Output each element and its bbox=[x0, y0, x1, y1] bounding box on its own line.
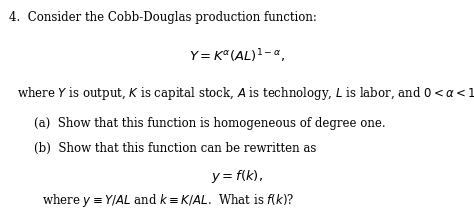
Text: where $y \equiv Y/AL$ and $k \equiv K/AL$.  What is $f(k)$?: where $y \equiv Y/AL$ and $k \equiv K/AL… bbox=[42, 192, 294, 209]
Text: (a)  Show that this function is homogeneous of degree one.: (a) Show that this function is homogeneo… bbox=[34, 117, 386, 130]
Text: $Y = K^{\alpha}(AL)^{1-\alpha},$: $Y = K^{\alpha}(AL)^{1-\alpha},$ bbox=[189, 47, 285, 65]
Text: (b)  Show that this function can be rewritten as: (b) Show that this function can be rewri… bbox=[34, 142, 317, 155]
Text: 4.  Consider the Cobb-Douglas production function:: 4. Consider the Cobb-Douglas production … bbox=[9, 11, 317, 24]
Text: $y = f(k),$: $y = f(k),$ bbox=[211, 168, 263, 185]
Text: where $Y$ is output, $K$ is capital stock, $A$ is technology, $L$ is labor, and : where $Y$ is output, $K$ is capital stoc… bbox=[17, 85, 474, 102]
